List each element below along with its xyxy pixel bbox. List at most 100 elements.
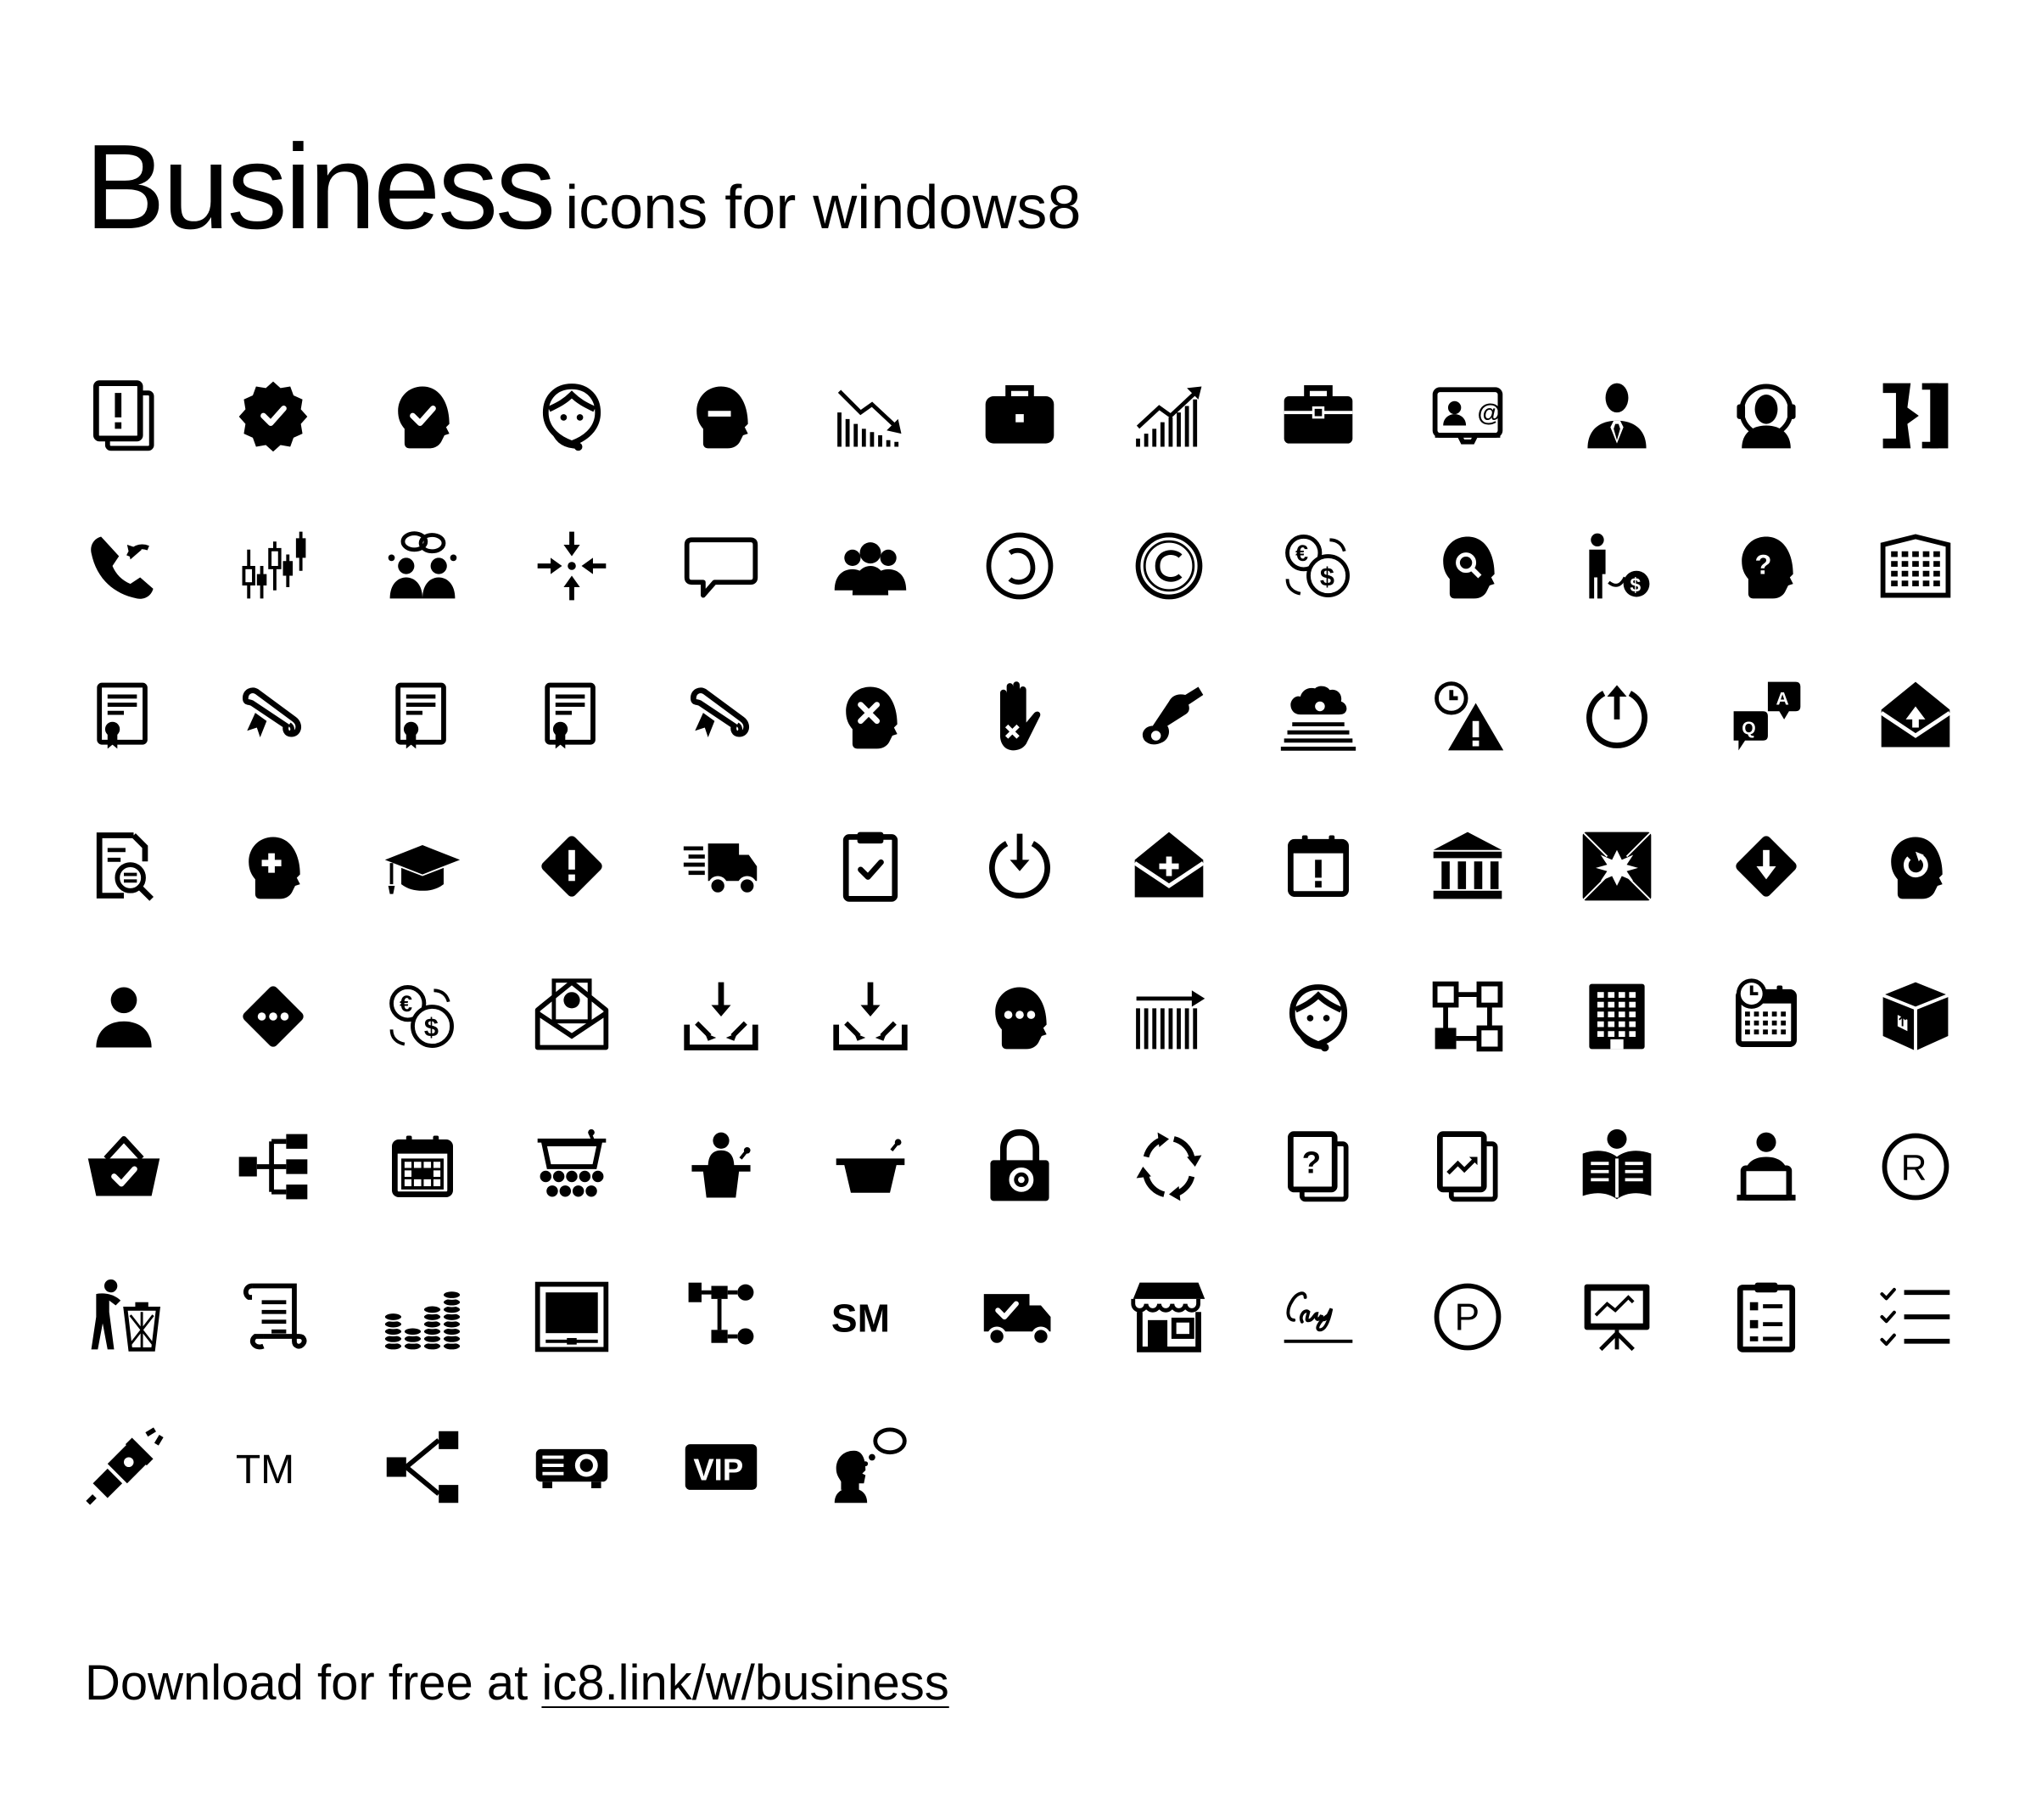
package-box-icon-graphic xyxy=(1882,982,1949,1051)
add-head-icon xyxy=(231,824,316,909)
remove-user-head-icon-graphic xyxy=(696,386,748,449)
package-box-icon xyxy=(1873,974,1958,1059)
building-icon xyxy=(1575,974,1659,1059)
podium-icon xyxy=(828,1124,913,1209)
audience-stage-icon-graphic xyxy=(537,1128,607,1197)
hierarchy-tree-icon xyxy=(231,1124,316,1209)
calendar-alert-icon-graphic xyxy=(1288,835,1349,897)
thinking-dots-head-icon xyxy=(977,974,1062,1059)
inbox-down-icon-2-graphic xyxy=(833,982,908,1050)
mail-add-icon-graphic xyxy=(1133,832,1205,898)
download-link[interactable]: ic8.link/w/business xyxy=(541,1655,949,1711)
clipboard-approve-icon xyxy=(828,824,913,909)
workflow-icon xyxy=(1425,974,1510,1059)
customer-insight-icon xyxy=(1425,524,1510,608)
increasing-chart-icon-graphic xyxy=(1136,386,1202,447)
briefcase-icon xyxy=(977,373,1062,458)
stop-hand-icon xyxy=(977,674,1062,759)
signature-icon xyxy=(1276,1274,1361,1359)
support-agent-icon-graphic xyxy=(542,384,601,451)
more-diamond-icon xyxy=(231,974,316,1059)
download-diamond-icon xyxy=(1724,824,1809,909)
laptop-user-icon xyxy=(1724,1124,1809,1209)
trademark-icon: TM xyxy=(231,1425,316,1509)
more-diamond-icon-graphic xyxy=(243,986,304,1047)
svg-text:€: € xyxy=(1295,540,1308,566)
power-down-icon xyxy=(977,824,1062,909)
cloud-stairs-icon xyxy=(1276,674,1361,759)
person-icon-graphic xyxy=(96,987,152,1048)
svg-text:?: ? xyxy=(1302,1145,1321,1180)
document-alert-icon-graphic xyxy=(93,380,154,451)
vip-icon-graphic: VIP xyxy=(685,1444,758,1490)
title-sub: icons for windows8 xyxy=(565,174,1082,242)
service-mark-icon-graphic: SM xyxy=(831,1296,890,1340)
copyright-icon xyxy=(1127,524,1211,608)
fast-delivery-icon xyxy=(679,824,764,909)
portfolio-icon-graphic xyxy=(1284,385,1353,444)
businessman-icon xyxy=(1575,373,1659,458)
graduation-cap-icon-graphic xyxy=(384,845,461,894)
registered-icon: R xyxy=(1873,1124,1958,1209)
inbox-down-icon-graphic xyxy=(684,982,758,1050)
question-document-icon-graphic: ? xyxy=(1288,1131,1349,1202)
svg-text:VIP: VIP xyxy=(693,1452,743,1487)
thinking-dots-head-icon-graphic xyxy=(995,987,1047,1050)
callback-phone-icon xyxy=(81,524,166,608)
svg-text:$: $ xyxy=(1630,574,1641,596)
page-title: Business icons for windows8 xyxy=(85,127,1081,248)
power-off-icon xyxy=(1575,674,1659,759)
remove-user-head-icon xyxy=(679,373,764,458)
document-search-icon-graphic xyxy=(96,832,154,901)
mail-money-icon-graphic xyxy=(534,978,609,1050)
delete-head-icon-graphic xyxy=(846,686,898,749)
footer-text: Download for free at xyxy=(85,1655,529,1711)
parking-icon: P xyxy=(1425,1274,1510,1359)
headset-agent-icon-graphic xyxy=(1289,984,1348,1052)
currency-exchange-icon-2-graphic: €$ xyxy=(389,985,454,1048)
report-document-icon xyxy=(1425,1124,1510,1209)
mail-upload-icon-graphic xyxy=(1880,681,1951,748)
copyleft-icon-graphic xyxy=(986,532,1054,600)
power-plug-icon-graphic xyxy=(86,1427,164,1505)
hierarchy-tree-icon-graphic xyxy=(238,1134,308,1200)
currency-exchange-icon-graphic: €$ xyxy=(1285,535,1350,597)
comments-icon-graphic xyxy=(684,537,758,598)
handshake-icon-graphic xyxy=(1142,686,1204,745)
copyleft-icon xyxy=(977,524,1062,608)
calendar-alert-icon xyxy=(1276,824,1361,909)
cloud-stairs-icon-graphic xyxy=(1280,686,1356,751)
exit-door-icon xyxy=(1873,373,1958,458)
refresh-head-icon-graphic xyxy=(1891,837,1943,899)
monitor-icon-graphic xyxy=(534,1281,609,1352)
business-card-icon-graphic: @ xyxy=(1432,387,1503,445)
registered-icon-graphic: R xyxy=(1882,1133,1949,1201)
sync-arrows-icon xyxy=(1127,1124,1211,1209)
svg-text:?: ? xyxy=(1755,549,1772,580)
share-network-icon xyxy=(380,1425,465,1509)
diploma-icon-graphic xyxy=(242,687,302,737)
approved-head-icon xyxy=(380,373,465,458)
coins-stack-icon xyxy=(380,1274,465,1359)
document-search-icon xyxy=(81,824,166,909)
svg-text:TM: TM xyxy=(236,1448,294,1492)
calendar-grid-icon xyxy=(380,1124,465,1209)
process-flow-icon-graphic xyxy=(688,1282,754,1345)
support-agent-icon xyxy=(529,373,614,458)
coins-stack-icon-graphic xyxy=(383,1290,462,1352)
decreasing-chart-icon-graphic xyxy=(837,389,902,447)
handshake-icon xyxy=(1127,674,1211,759)
reading-person-icon xyxy=(1575,1124,1659,1209)
audience-stage-icon xyxy=(529,1124,614,1209)
certificate-icon-graphic xyxy=(97,682,148,749)
headset-agent-icon xyxy=(1276,974,1361,1059)
podium-icon-graphic xyxy=(836,1139,905,1193)
verified-badge-icon xyxy=(231,373,316,458)
diploma-icon xyxy=(231,674,316,759)
conference-call-icon-graphic xyxy=(388,531,457,599)
debt-icon: $ xyxy=(1575,524,1659,608)
speaker-podium-icon xyxy=(679,1124,764,1209)
projector-icon-graphic xyxy=(535,1448,608,1488)
svg-text:@: @ xyxy=(1478,400,1502,427)
broken-window-icon xyxy=(1575,824,1659,909)
